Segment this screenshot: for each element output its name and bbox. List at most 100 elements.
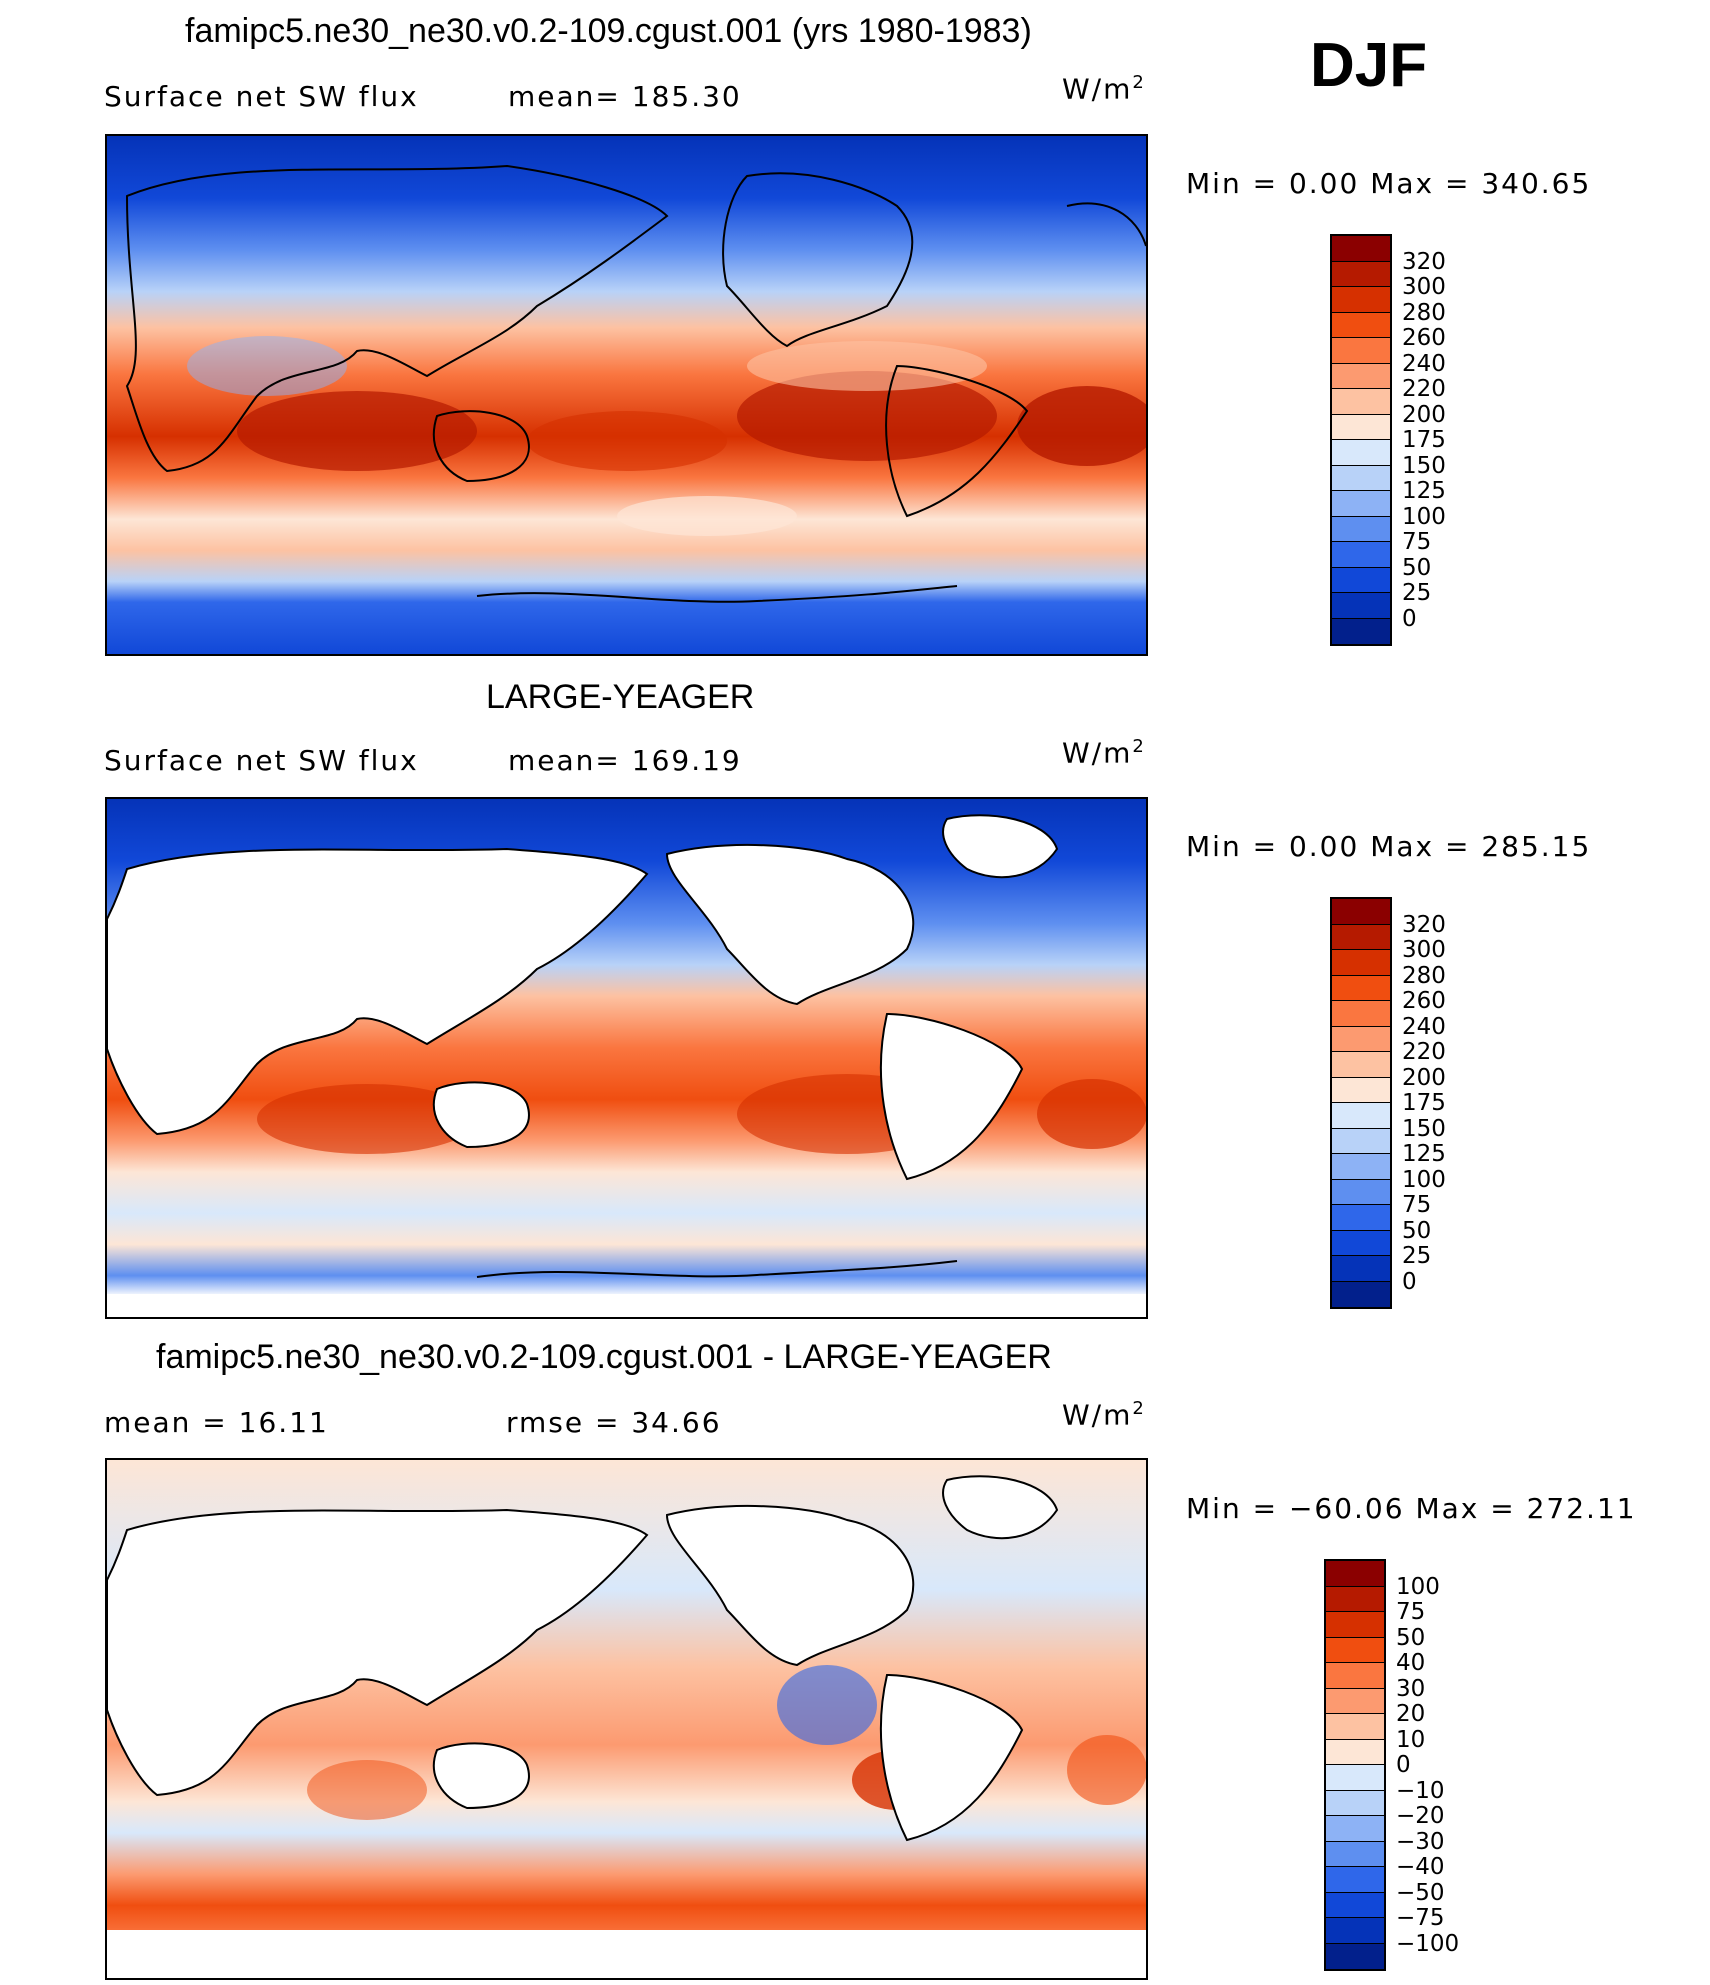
colorbar-tick-label: 50 bbox=[1402, 554, 1432, 581]
colorbar-segment bbox=[1332, 389, 1390, 415]
panel1-colorbar bbox=[1330, 234, 1392, 646]
colorbar-tick-label: 175 bbox=[1402, 1090, 1446, 1116]
panel1-minmax: Min = 0.00 Max = 340.65 bbox=[1186, 167, 1592, 200]
panel2-variable: Surface net SW flux bbox=[104, 744, 419, 777]
panel3-title: famipc5.ne30_ne30.v0.2-109.cgust.001 - L… bbox=[156, 1338, 1052, 1376]
colorbar-segment bbox=[1332, 950, 1390, 976]
units-text: W/m bbox=[1062, 1398, 1133, 1432]
colorbar-segment bbox=[1332, 1230, 1390, 1256]
colorbar-tick-label: 280 bbox=[1402, 299, 1446, 326]
colorbar-segment bbox=[1326, 1892, 1384, 1918]
colorbar-segment bbox=[1332, 338, 1390, 364]
colorbar-tick-label: 100 bbox=[1396, 1573, 1440, 1600]
colorbar-tick-label: 25 bbox=[1402, 1243, 1432, 1269]
colorbar-segment bbox=[1332, 236, 1390, 262]
colorbar-tick-label: 100 bbox=[1402, 503, 1446, 530]
colorbar-segment bbox=[1332, 1179, 1390, 1205]
colorbar-segment bbox=[1326, 1739, 1384, 1765]
colorbar-segment bbox=[1332, 440, 1390, 466]
colorbar-segment bbox=[1326, 1612, 1384, 1638]
panel2-colorbar bbox=[1330, 897, 1392, 1309]
colorbar-segment bbox=[1332, 1154, 1390, 1180]
panel3-rmse: rmse = 34.66 bbox=[506, 1406, 722, 1439]
colorbar-tick-label: 10 bbox=[1396, 1726, 1426, 1753]
colorbar-tick-label: 0 bbox=[1402, 1268, 1417, 1295]
colorbar-segment bbox=[1332, 312, 1390, 338]
colorbar-segment bbox=[1332, 899, 1390, 925]
panel1-map bbox=[105, 134, 1148, 656]
colorbar-segment bbox=[1332, 924, 1390, 950]
colorbar-segment bbox=[1332, 542, 1390, 568]
units-text: W/m bbox=[1062, 736, 1133, 770]
colorbar-tick-label: 175 bbox=[1402, 427, 1446, 453]
colorbar-segment bbox=[1332, 975, 1390, 1001]
colorbar-tick-label: 50 bbox=[1396, 1624, 1426, 1651]
units-sup: 2 bbox=[1132, 736, 1146, 757]
panel3-minmax: Min = −60.06 Max = 272.11 bbox=[1186, 1492, 1637, 1525]
colorbar-segment bbox=[1332, 1128, 1390, 1154]
colorbar-segment bbox=[1332, 414, 1390, 440]
panel3-map bbox=[105, 1458, 1148, 1980]
colorbar-tick-label: 100 bbox=[1402, 1166, 1446, 1193]
colorbar-segment bbox=[1326, 1918, 1384, 1944]
colorbar-segment bbox=[1332, 1103, 1390, 1129]
colorbar-tick-label: −30 bbox=[1396, 1828, 1445, 1855]
colorbar-segment bbox=[1332, 1001, 1390, 1027]
panel2-mean: mean= 169.19 bbox=[508, 744, 742, 777]
colorbar-segment bbox=[1326, 1867, 1384, 1893]
colorbar-tick-label: 40 bbox=[1396, 1650, 1426, 1676]
colorbar-segment bbox=[1326, 1586, 1384, 1612]
panel3-mean: mean = 16.11 bbox=[104, 1406, 329, 1439]
season-label: DJF bbox=[1310, 31, 1428, 100]
panel2-map bbox=[105, 797, 1148, 1319]
colorbar-tick-label: 150 bbox=[1402, 1115, 1446, 1142]
colorbar-tick-label: 0 bbox=[1396, 1752, 1411, 1778]
colorbar-segment bbox=[1332, 1052, 1390, 1078]
colorbar-segment bbox=[1326, 1816, 1384, 1842]
colorbar-segment bbox=[1326, 1841, 1384, 1867]
colorbar-tick-label: 260 bbox=[1402, 325, 1446, 351]
colorbar-tick-label: 50 bbox=[1402, 1217, 1432, 1244]
colorbar-segment bbox=[1332, 491, 1390, 517]
colorbar-tick-label: 320 bbox=[1402, 911, 1446, 938]
colorbar-tick-label: −10 bbox=[1396, 1777, 1445, 1804]
colorbar-tick-label: 150 bbox=[1402, 452, 1446, 479]
colorbar-tick-label: 75 bbox=[1402, 1192, 1432, 1218]
colorbar-segment bbox=[1332, 465, 1390, 491]
colorbar-segment bbox=[1326, 1663, 1384, 1689]
colorbar-segment bbox=[1326, 1561, 1384, 1587]
colorbar-tick-label: 30 bbox=[1396, 1675, 1426, 1702]
colorbar-tick-label: 320 bbox=[1402, 248, 1446, 275]
colorbar-segment bbox=[1326, 1943, 1384, 1969]
colorbar-tick-label: 260 bbox=[1402, 988, 1446, 1014]
panel1-mean: mean= 185.30 bbox=[508, 80, 742, 113]
colorbar-segment bbox=[1332, 1026, 1390, 1052]
colorbar-tick-label: 0 bbox=[1402, 605, 1417, 632]
colorbar-tick-label: −75 bbox=[1396, 1905, 1445, 1931]
panel1-units: W/m2 bbox=[1062, 72, 1146, 105]
colorbar-tick-label: 20 bbox=[1396, 1701, 1426, 1727]
colorbar-tick-label: 240 bbox=[1402, 350, 1446, 377]
colorbar-tick-label: 220 bbox=[1402, 376, 1446, 402]
colorbar-tick-label: 240 bbox=[1402, 1013, 1446, 1040]
units-sup: 2 bbox=[1132, 1398, 1146, 1419]
panel3-colorbar bbox=[1324, 1559, 1386, 1971]
colorbar-segment bbox=[1326, 1688, 1384, 1714]
colorbar-tick-label: 200 bbox=[1402, 401, 1446, 428]
panel1-title: famipc5.ne30_ne30.v0.2-109.cgust.001 (yr… bbox=[185, 12, 1032, 50]
colorbar-segment bbox=[1326, 1765, 1384, 1791]
colorbar-segment bbox=[1326, 1714, 1384, 1740]
colorbar-tick-label: 25 bbox=[1402, 580, 1432, 606]
colorbar-tick-label: 300 bbox=[1402, 937, 1446, 963]
colorbar-segment bbox=[1332, 261, 1390, 287]
colorbar-segment bbox=[1326, 1637, 1384, 1663]
units-text: W/m bbox=[1062, 72, 1133, 106]
panel3-field bbox=[107, 1460, 1146, 1978]
colorbar-segment bbox=[1332, 618, 1390, 644]
colorbar-segment bbox=[1332, 363, 1390, 389]
colorbar-tick-label: 300 bbox=[1402, 274, 1446, 300]
colorbar-tick-label: 220 bbox=[1402, 1039, 1446, 1065]
colorbar-tick-label: −20 bbox=[1396, 1803, 1445, 1829]
colorbar-tick-label: −50 bbox=[1396, 1879, 1445, 1906]
colorbar-segment bbox=[1332, 287, 1390, 313]
